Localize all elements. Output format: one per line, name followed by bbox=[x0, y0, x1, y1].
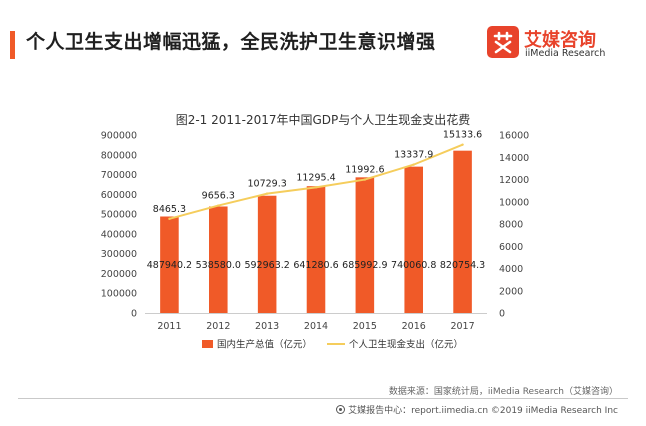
line-data-label: 15133.6 bbox=[443, 130, 482, 141]
line-point-health-spending bbox=[412, 163, 415, 166]
line-point-health-spending bbox=[265, 192, 269, 195]
line-data-label: 10729.3 bbox=[247, 179, 286, 190]
bar-gdp bbox=[306, 186, 326, 313]
line-data-label: 11992.6 bbox=[345, 165, 384, 176]
y-right-tick-label: 10000 bbox=[499, 197, 529, 208]
y-right-tick-label: 4000 bbox=[499, 264, 523, 275]
y-right-tick-label: 2000 bbox=[499, 286, 523, 297]
y-left-tick-label: 500000 bbox=[101, 210, 137, 221]
x-tick-label: 2011 bbox=[157, 321, 181, 332]
y-left-tick-label: 700000 bbox=[101, 170, 137, 181]
bar-data-label: 740060.8 bbox=[391, 260, 436, 271]
bar-gdp bbox=[160, 216, 179, 313]
line-data-label: 8465.3 bbox=[153, 204, 186, 215]
bar-data-label: 685992.9 bbox=[342, 260, 387, 271]
footer-text: 艾媒报告中心：report.iimedia.cn ©2019 iiMedia R… bbox=[348, 406, 618, 416]
y-right-tick-label: 12000 bbox=[499, 175, 529, 186]
x-tick-label: 2012 bbox=[206, 321, 230, 332]
legend-swatch-gdp bbox=[202, 340, 213, 348]
footer: 艾媒报告中心：report.iimedia.cn ©2019 iiMedia R… bbox=[336, 403, 618, 416]
y-left-tick-label: 0 bbox=[131, 309, 137, 320]
line-point-health-spending bbox=[363, 178, 367, 181]
line-data-label: 9656.3 bbox=[202, 191, 235, 202]
y-left-tick-label: 600000 bbox=[101, 190, 137, 201]
bar-data-label: 641280.6 bbox=[293, 260, 338, 271]
title-accent-bar bbox=[10, 31, 15, 59]
x-tick-label: 2016 bbox=[402, 321, 426, 332]
y-left-tick-label: 200000 bbox=[101, 269, 137, 280]
y-left-tick-label: 100000 bbox=[101, 289, 137, 300]
logo-text-en: iiMedia Research bbox=[525, 48, 606, 59]
line-data-label: 11295.4 bbox=[296, 172, 335, 183]
bar-gdp bbox=[355, 177, 375, 313]
line-point-health-spending bbox=[217, 204, 220, 207]
line-point-health-spending bbox=[461, 143, 464, 146]
y-left-tick-label: 300000 bbox=[101, 249, 137, 260]
x-tick-label: 2013 bbox=[255, 321, 279, 332]
x-tick-label: 2015 bbox=[353, 321, 377, 332]
bar-gdp bbox=[209, 206, 228, 313]
line-data-label: 13337.9 bbox=[394, 150, 433, 161]
page-title: 个人卫生支出增幅迅猛，全民洗护卫生意识增强 bbox=[26, 31, 436, 53]
y-left-tick-label: 900000 bbox=[101, 131, 137, 142]
footer-divider bbox=[18, 398, 628, 399]
bar-data-label: 820754.3 bbox=[440, 260, 485, 271]
line-point-health-spending bbox=[314, 186, 318, 189]
y-right-tick-label: 8000 bbox=[499, 220, 523, 231]
chart-area: 0100000200000300000400000500000600000700… bbox=[101, 130, 530, 351]
y-right-tick-label: 14000 bbox=[499, 153, 529, 164]
y-right-tick-label: 0 bbox=[499, 309, 505, 320]
line-point-health-spending bbox=[168, 217, 171, 221]
legend-label-gdp: 国内生产总值（亿元） bbox=[217, 339, 312, 351]
bar-data-label: 538580.0 bbox=[196, 260, 241, 271]
y-left-tick-label: 800000 bbox=[101, 150, 137, 161]
bar-data-label: 487940.2 bbox=[147, 260, 192, 271]
bar-gdp bbox=[453, 150, 472, 313]
bar-data-label: 592963.2 bbox=[244, 260, 289, 271]
brand-logo: 艾媒咨询 iiMedia Research bbox=[487, 26, 637, 62]
y-left-tick-label: 400000 bbox=[101, 229, 137, 240]
data-source: 数据来源：国家统计局，iiMedia Research（艾媒咨询） bbox=[388, 387, 618, 397]
x-tick-label: 2014 bbox=[304, 321, 328, 332]
legend-label-health-spending: 个人卫生现金支出（亿元） bbox=[349, 339, 463, 351]
chart-title: 图2-1 2011-2017年中国GDP与个人卫生现金支出花费 bbox=[175, 113, 471, 127]
bar-gdp bbox=[404, 166, 423, 313]
logo-text-cn: 艾媒咨询 bbox=[524, 30, 596, 51]
y-right-tick-label: 16000 bbox=[499, 131, 529, 142]
bar-gdp bbox=[257, 195, 277, 313]
ai-media-logo-icon bbox=[487, 26, 519, 58]
x-tick-label: 2017 bbox=[450, 321, 474, 332]
ai-media-report-icon bbox=[336, 405, 346, 414]
y-right-tick-label: 6000 bbox=[499, 242, 523, 253]
